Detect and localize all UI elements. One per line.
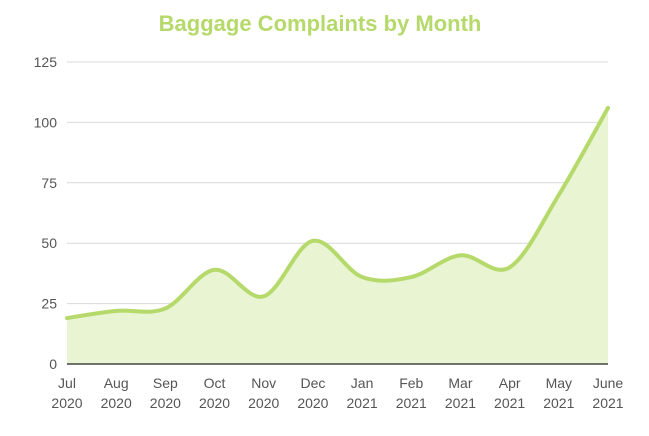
y-tick-label: 25 <box>41 296 57 312</box>
x-tick-month: Aug <box>104 375 129 391</box>
x-tick-month: Dec <box>300 375 325 391</box>
series-area-fill <box>67 107 608 365</box>
x-tick-month: Jul <box>58 375 76 391</box>
x-tick-label: Nov 2020 <box>248 375 279 411</box>
x-tick-month: Feb <box>399 375 423 391</box>
x-tick-label: Mar 2021 <box>445 375 476 411</box>
y-tick-label: 0 <box>49 356 57 372</box>
x-tick-year: 2020 <box>248 395 279 411</box>
y-tick-label: 75 <box>41 175 57 191</box>
series-line <box>65 105 610 321</box>
x-tick-month: Mar <box>448 375 472 391</box>
x-tick-month: Oct <box>204 375 226 391</box>
x-tick-month: Apr <box>499 375 521 391</box>
x-tick-label: Dec 2020 <box>297 375 328 411</box>
x-tick-label: May 2021 <box>543 375 574 411</box>
x-tick-month: Jan <box>351 375 374 391</box>
x-tick-label: Sep 2020 <box>150 375 181 411</box>
x-axis-ticks: Jul 2020 Aug 2020 Sep 2020 Oct 2020 Nov 2020 Dec 20… <box>51 375 623 411</box>
y-tick-label: 100 <box>34 114 58 130</box>
x-tick-month: May <box>546 375 572 391</box>
x-tick-year: 2021 <box>396 395 427 411</box>
y-axis-ticks: 0 25 50 75 100 125 <box>34 54 58 372</box>
x-tick-year: 2020 <box>51 395 82 411</box>
x-tick-label: Jan 2021 <box>347 375 378 411</box>
x-tick-month: Sep <box>153 375 178 391</box>
x-tick-label: Jul 2020 <box>51 375 82 411</box>
x-tick-year: 2021 <box>445 395 476 411</box>
x-tick-year: 2020 <box>150 395 181 411</box>
y-tick-label: 50 <box>41 235 57 251</box>
x-tick-year: 2020 <box>199 395 230 411</box>
x-tick-year: 2020 <box>101 395 132 411</box>
y-tick-label: 125 <box>34 54 58 70</box>
x-tick-label: Apr 2021 <box>494 375 525 411</box>
chart-title: Baggage Complaints by Month <box>159 11 482 36</box>
x-tick-year: 2020 <box>297 395 328 411</box>
x-tick-year: 2021 <box>347 395 378 411</box>
x-tick-label: June 2021 <box>592 375 623 411</box>
x-tick-label: Feb 2021 <box>396 375 427 411</box>
x-tick-month: June <box>593 375 624 391</box>
x-tick-year: 2021 <box>543 395 574 411</box>
x-tick-label: Aug 2020 <box>101 375 132 411</box>
x-tick-label: Oct 2020 <box>199 375 230 411</box>
x-tick-month: Nov <box>251 375 276 391</box>
x-tick-year: 2021 <box>592 395 623 411</box>
x-tick-year: 2021 <box>494 395 525 411</box>
